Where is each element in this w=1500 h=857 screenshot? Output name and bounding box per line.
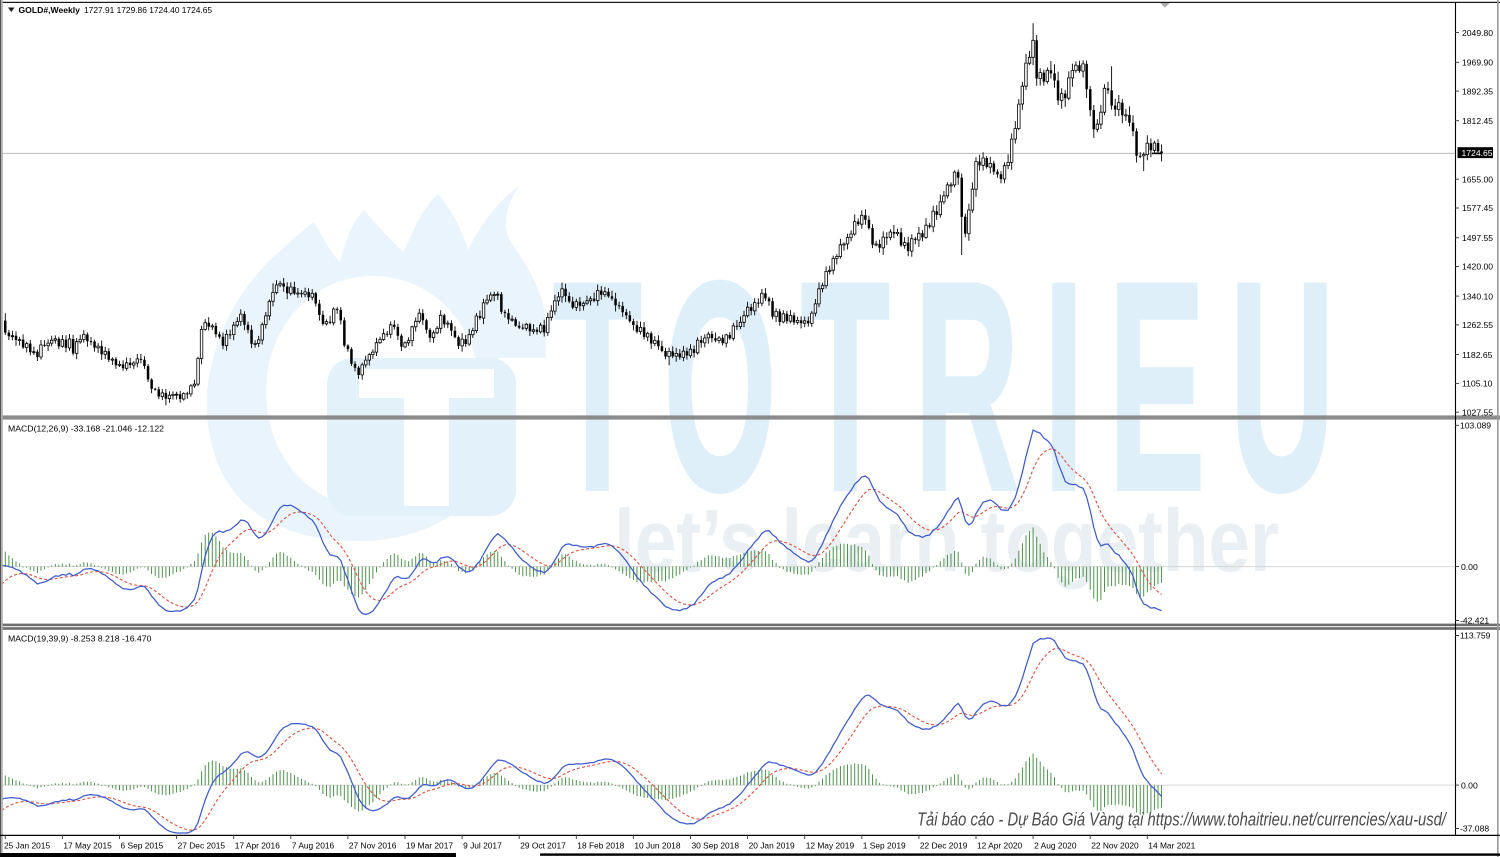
svg-text:27 Dec 2015: 27 Dec 2015 xyxy=(178,841,226,851)
svg-text:1969.90: 1969.90 xyxy=(1462,58,1493,68)
svg-text:1497.55: 1497.55 xyxy=(1462,233,1493,243)
svg-text:-42.421: -42.421 xyxy=(1460,616,1489,626)
svg-text:17 Apr 2016: 17 Apr 2016 xyxy=(235,841,281,851)
svg-text:1262.55: 1262.55 xyxy=(1462,320,1493,330)
svg-text:1105.10: 1105.10 xyxy=(1462,379,1493,389)
svg-text:20 Jan 2019: 20 Jan 2019 xyxy=(749,841,795,851)
svg-text:1420.00: 1420.00 xyxy=(1462,262,1493,272)
svg-text:18 Feb 2018: 18 Feb 2018 xyxy=(577,841,624,851)
svg-text:1724.65: 1724.65 xyxy=(1462,148,1493,158)
svg-text:MACD(12,26,9) -33.168 -21.046: MACD(12,26,9) -33.168 -21.046 -12.122 xyxy=(8,424,164,434)
svg-text:1340.10: 1340.10 xyxy=(1462,291,1493,301)
svg-text:1812.45: 1812.45 xyxy=(1462,116,1493,126)
svg-text:1727.91 1729.86 1724.40 1724.6: 1727.91 1729.86 1724.40 1724.65 xyxy=(84,5,212,15)
svg-text:1655.00: 1655.00 xyxy=(1462,174,1493,184)
svg-text:10 Jun 2018: 10 Jun 2018 xyxy=(634,841,680,851)
svg-text:0.00: 0.00 xyxy=(1461,562,1478,572)
svg-text:12 Apr 2020: 12 Apr 2020 xyxy=(977,841,1023,851)
svg-text:let’s learn together: let’s learn together xyxy=(614,491,1279,590)
svg-text:103.089: 103.089 xyxy=(1460,421,1491,431)
svg-text:113.759: 113.759 xyxy=(1460,631,1491,641)
svg-text:Tải báo cáo - Dự Báo Giá Vàng: Tải báo cáo - Dự Báo Giá Vàng tại https:… xyxy=(917,810,1448,830)
svg-text:27 Nov 2016: 27 Nov 2016 xyxy=(349,841,397,851)
svg-text:25 Jan 2015: 25 Jan 2015 xyxy=(4,841,50,851)
svg-text:1 Sep 2019: 1 Sep 2019 xyxy=(863,841,906,851)
svg-text:1027.55: 1027.55 xyxy=(1462,407,1493,417)
svg-text:14 Mar 2021: 14 Mar 2021 xyxy=(1148,841,1195,851)
svg-text:29 Oct 2017: 29 Oct 2017 xyxy=(520,841,566,851)
svg-text:22 Nov 2020: 22 Nov 2020 xyxy=(1091,841,1139,851)
svg-text:6 Sep 2015: 6 Sep 2015 xyxy=(121,841,164,851)
svg-text:2 Aug 2020: 2 Aug 2020 xyxy=(1034,841,1077,851)
svg-text:MACD(19,39,9) -8.253 8.218 -16: MACD(19,39,9) -8.253 8.218 -16.470 xyxy=(8,634,152,644)
svg-text:1577.45: 1577.45 xyxy=(1462,203,1493,213)
svg-text:1892.35: 1892.35 xyxy=(1462,86,1493,96)
svg-text:0.00: 0.00 xyxy=(1461,780,1478,790)
svg-text:2049.80: 2049.80 xyxy=(1462,28,1493,38)
svg-text:-37.088: -37.088 xyxy=(1460,824,1489,834)
svg-text:9 Jul 2017: 9 Jul 2017 xyxy=(463,841,502,851)
svg-text:17 May 2015: 17 May 2015 xyxy=(63,841,112,851)
svg-text:1182.65: 1182.65 xyxy=(1462,350,1493,360)
svg-text:19 Mar 2017: 19 Mar 2017 xyxy=(406,841,453,851)
svg-text:GOLD#,Weekly: GOLD#,Weekly xyxy=(19,5,81,15)
svg-text:7 Aug 2016: 7 Aug 2016 xyxy=(292,841,335,851)
svg-text:30 Sep 2018: 30 Sep 2018 xyxy=(692,841,740,851)
svg-text:TOTRIEU: TOTRIEU xyxy=(553,220,1359,552)
svg-text:22 Dec 2019: 22 Dec 2019 xyxy=(920,841,968,851)
svg-text:12 May 2019: 12 May 2019 xyxy=(806,841,855,851)
